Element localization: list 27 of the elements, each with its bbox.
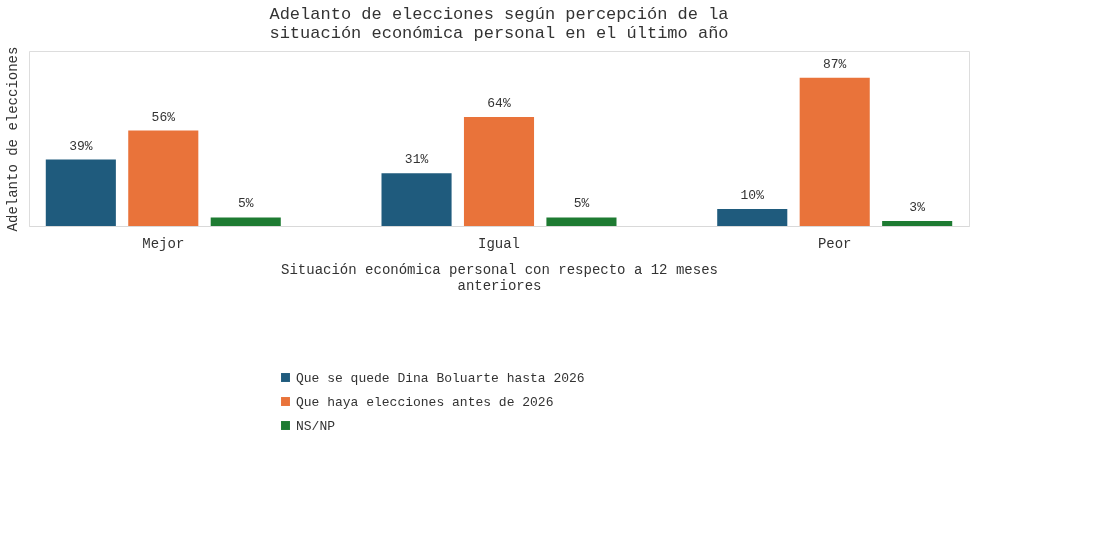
data-label: 5% [237, 196, 254, 212]
data-label: 56% [151, 109, 176, 125]
data-label: 3% [909, 199, 926, 215]
bar [546, 217, 617, 226]
bar [45, 159, 116, 226]
data-label: 31% [404, 152, 429, 168]
bar [381, 173, 452, 226]
data-label: 39% [69, 138, 93, 154]
data-label: 10% [740, 187, 765, 203]
x-tick-label: Igual [477, 235, 521, 252]
legend-label: Que se quede Dina Boluarte hasta 2026 [296, 370, 585, 386]
bar [463, 116, 535, 226]
chart-title: Adelanto de elecciones según percepción de la situación económica personal en el último año [269, 5, 729, 44]
legend-label: Que haya elecciones antes de 2026 [296, 394, 554, 410]
data-label: 64% [487, 95, 511, 111]
bar [717, 208, 788, 226]
data-label: 87% [823, 56, 847, 72]
x-tick-label: Mejor [142, 235, 185, 252]
bar [882, 220, 953, 226]
y-axis-title: Adelanto de elecciones [4, 46, 21, 232]
x-tick-label: Peor [817, 235, 852, 252]
x-axis-title: Situación económica personal con respecto a 12 meses anteriores [281, 261, 718, 294]
bar [128, 130, 199, 226]
bar [799, 77, 870, 226]
legend-label: NS/NP [296, 418, 336, 434]
bar [210, 217, 281, 226]
data-label: 5% [573, 196, 590, 212]
